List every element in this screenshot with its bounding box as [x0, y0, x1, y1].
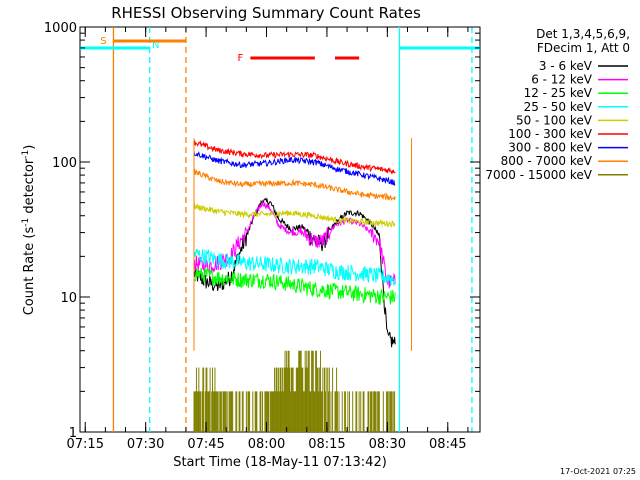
series-25-50-kev — [193, 248, 396, 286]
legend-label: 6 - 12 keV — [531, 73, 593, 87]
legend-label: 50 - 100 keV — [516, 113, 593, 127]
series-line — [193, 267, 396, 305]
series-line — [193, 168, 396, 201]
x-tick-label: 08:15 — [308, 437, 345, 452]
footer-timestamp: 17-Oct-2021 07:25 — [560, 467, 636, 476]
legend-label: 100 - 300 keV — [508, 127, 592, 141]
y-label-sup1: -1 — [21, 218, 31, 227]
y-tick-label: 100 — [52, 156, 77, 171]
series-line — [193, 203, 396, 228]
y-label-end: ) — [22, 145, 37, 150]
legend-label: 7000 - 15000 keV — [485, 168, 592, 182]
series-300-800-kev — [193, 150, 396, 186]
y-axis-label: Count Rate (s-1 detector-1) — [21, 145, 37, 316]
night-label: N — [152, 40, 159, 51]
x-tick-label: 07:45 — [187, 437, 224, 452]
x-axis-label: Start Time (18-May-11 07:13:42) — [173, 455, 387, 470]
series-100-300-kev — [193, 140, 396, 175]
series-layer — [193, 138, 413, 432]
y-tick-label: 1 — [69, 426, 77, 441]
x-tick-label: 08:45 — [429, 437, 466, 452]
series-line — [193, 150, 396, 186]
y-tick-label: 10 — [60, 291, 77, 306]
y-label-base: Count Rate (s — [22, 227, 37, 316]
legend-header-1: Det 1,3,4,5,6,9, — [536, 27, 630, 41]
series-line — [193, 248, 396, 286]
x-tick-label: 08:00 — [248, 437, 285, 452]
legend-label: 3 - 6 keV — [539, 59, 593, 73]
legend-label: 25 - 50 keV — [524, 100, 593, 114]
legend-header-2: FDecim 1, Att 0 — [537, 41, 630, 55]
y-label-mid: detector — [22, 158, 37, 218]
series-line — [193, 200, 396, 289]
series-line — [193, 140, 396, 175]
y-tick-label: 1000 — [44, 21, 77, 36]
series-7000-15000-kev — [193, 350, 396, 432]
saa-label: S — [100, 36, 106, 47]
x-tick-label: 07:15 — [67, 437, 104, 452]
y-label-sup2: -1 — [21, 150, 31, 159]
legend-label: 300 - 800 keV — [508, 141, 592, 155]
legend: Det 1,3,4,5,6,9, FDecim 1, Att 0 3 - 6 k… — [485, 27, 630, 182]
axes-layer: 1 10 100 1000 07:15 07:30 07:45 08:00 08:15 08:30… — [44, 21, 480, 452]
series-6-12-kev — [193, 200, 396, 289]
x-tick-label: 07:30 — [127, 437, 164, 452]
marker-layer: N S F — [80, 27, 480, 432]
flare-label: F — [238, 53, 244, 64]
legend-label: 12 - 25 keV — [524, 86, 593, 100]
series-800-7000-kev — [193, 168, 396, 201]
series-50-100-kev — [193, 203, 396, 228]
x-tick-label: 08:30 — [369, 437, 406, 452]
chart-title: RHESSI Observing Summary Count Rates — [111, 4, 421, 22]
series-12-25-kev — [193, 267, 396, 305]
legend-label: 800 - 7000 keV — [501, 154, 593, 168]
